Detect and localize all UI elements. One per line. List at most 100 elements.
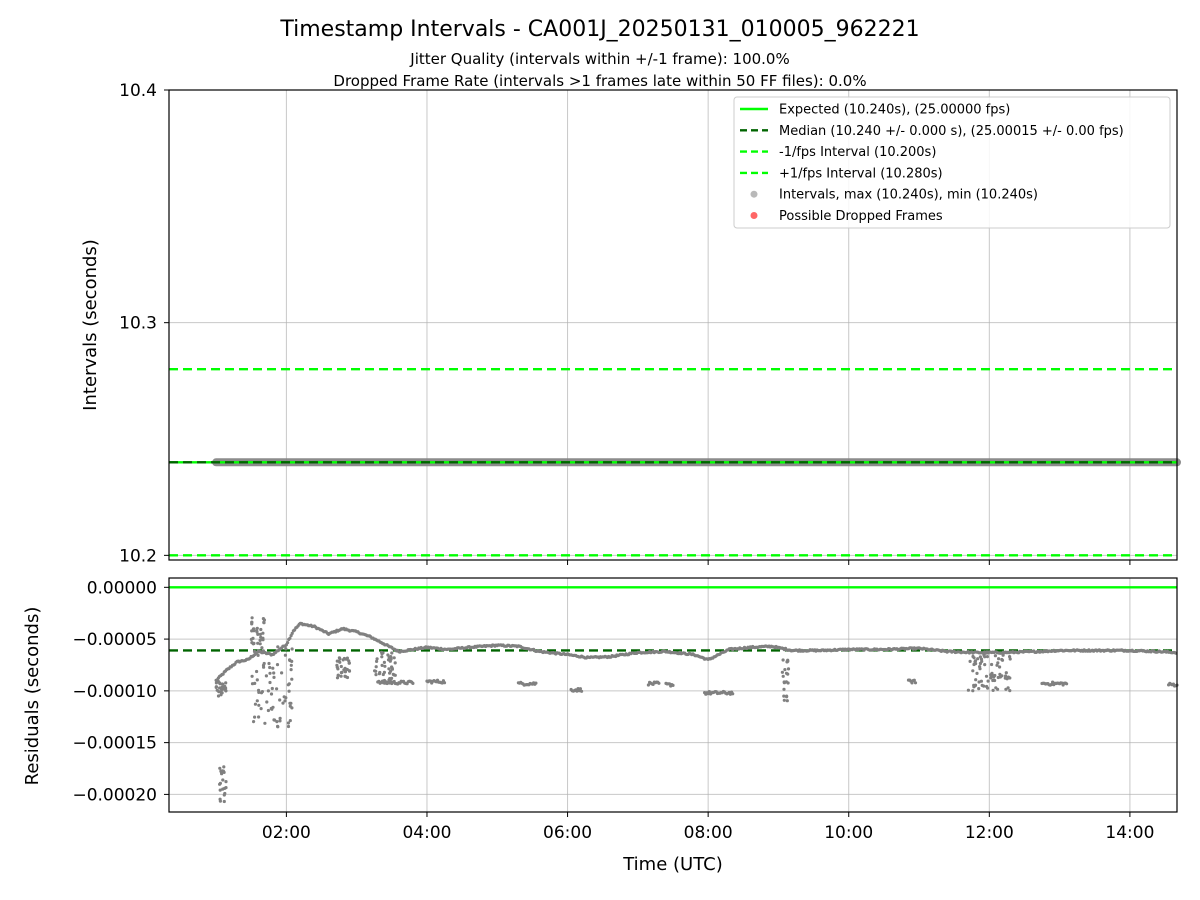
residual-point <box>288 704 292 708</box>
residual-point <box>269 692 274 696</box>
residual-point <box>1005 677 1009 681</box>
residual-point <box>391 672 395 677</box>
residual-point <box>286 724 291 729</box>
residual-point <box>218 782 222 786</box>
residual-point <box>276 725 280 729</box>
residual-point <box>998 665 1002 669</box>
residuals-x-tick-label: 02:00 <box>262 823 311 843</box>
residual-point <box>1008 657 1012 661</box>
residual-point <box>339 674 343 678</box>
legend-items: Expected (10.240s), (25.00000 fps) Median… <box>740 103 1124 224</box>
residual-point <box>272 718 276 722</box>
legend: Expected (10.240s), (25.00000 fps) Median… <box>733 96 1171 229</box>
residual-point <box>288 701 292 705</box>
residual-point <box>646 683 651 687</box>
residual-point <box>1008 689 1012 693</box>
residual-point <box>258 638 262 643</box>
residual-point <box>262 661 266 666</box>
residual-point <box>276 645 280 649</box>
residual-point <box>976 657 980 661</box>
residual-point <box>252 649 257 654</box>
legend-label: Expected (10.240s), (25.00000 fps) <box>779 103 1010 118</box>
residual-point <box>990 662 994 667</box>
residual-point <box>1001 653 1005 657</box>
residual-point <box>261 636 265 640</box>
residual-point <box>250 620 254 624</box>
residual-point <box>971 689 975 693</box>
residual-point <box>966 688 971 692</box>
residuals-points <box>214 616 1179 804</box>
residual-point <box>995 663 999 667</box>
residuals-y-axis-label: Residuals (seconds) <box>22 607 43 786</box>
residual-point <box>785 695 789 699</box>
residual-point <box>975 671 979 676</box>
residual-point <box>220 682 224 686</box>
residual-point <box>782 694 786 698</box>
residual-point <box>267 661 271 666</box>
residual-point <box>375 659 379 664</box>
residual-point <box>286 641 290 645</box>
residual-point <box>1004 674 1008 678</box>
residual-point <box>255 626 259 630</box>
residual-point <box>253 702 257 706</box>
residual-point <box>258 632 262 637</box>
residual-point <box>223 791 227 796</box>
residual-point <box>275 720 279 724</box>
residual-point <box>380 663 384 668</box>
residual-point <box>265 700 269 704</box>
chart-subtitle-dropped: Dropped Frame Rate (intervals >1 frames … <box>333 72 866 90</box>
residual-point <box>1049 682 1053 687</box>
residual-point <box>339 671 343 675</box>
residuals-ticks: 02:00 04:00 06:00 08:00 10:00 12:00 14:00 0.000… <box>72 578 1154 843</box>
residual-point <box>283 699 287 703</box>
intervals-axes-frame <box>168 89 1178 561</box>
residual-point <box>386 653 390 657</box>
residual-point <box>214 685 218 690</box>
residual-point <box>250 682 255 686</box>
residual-point <box>390 665 394 669</box>
residual-point <box>272 675 276 680</box>
residuals-x-tick-label: 04:00 <box>402 823 451 843</box>
legend-frame <box>733 96 1171 229</box>
residual-point <box>998 675 1002 679</box>
residual-point <box>266 689 270 693</box>
residual-point <box>335 676 340 680</box>
residual-point <box>270 707 274 711</box>
residual-point <box>380 655 384 659</box>
residual-point <box>382 678 387 683</box>
residual-point <box>261 649 265 653</box>
residual-point <box>255 669 259 674</box>
residual-point <box>215 688 219 692</box>
residual-point <box>256 641 260 645</box>
residual-point <box>290 647 294 651</box>
residual-point <box>335 659 339 663</box>
residual-point <box>411 681 415 686</box>
residual-point <box>290 631 294 636</box>
residual-point <box>270 686 274 691</box>
chart-subtitle-jitter: Jitter Quality (intervals within +/-1 fr… <box>409 50 789 68</box>
residual-point <box>978 651 982 655</box>
residual-point <box>578 687 583 691</box>
residual-point <box>284 696 288 700</box>
residual-point <box>256 632 260 637</box>
residual-point <box>785 699 789 703</box>
x-axis-label: Time (UTC) <box>622 854 723 875</box>
residual-point <box>287 682 291 686</box>
residual-point <box>288 719 292 723</box>
residual-point <box>971 669 975 673</box>
legend-label: Possible Dropped Frames <box>779 209 943 224</box>
residual-point <box>343 674 347 678</box>
residual-point <box>266 708 270 713</box>
residual-point <box>781 674 785 678</box>
residuals-x-tick-label: 08:00 <box>684 823 733 843</box>
legend-label: +1/fps Interval (10.280s) <box>779 166 943 181</box>
residual-point <box>275 663 280 667</box>
residual-point <box>252 641 256 646</box>
residual-point <box>338 660 342 664</box>
residual-point <box>982 684 986 688</box>
residual-point <box>273 651 277 655</box>
residual-point <box>389 669 393 673</box>
residual-point <box>262 665 266 669</box>
residuals-x-tick-label: 14:00 <box>1105 823 1154 843</box>
residual-point <box>707 690 711 694</box>
